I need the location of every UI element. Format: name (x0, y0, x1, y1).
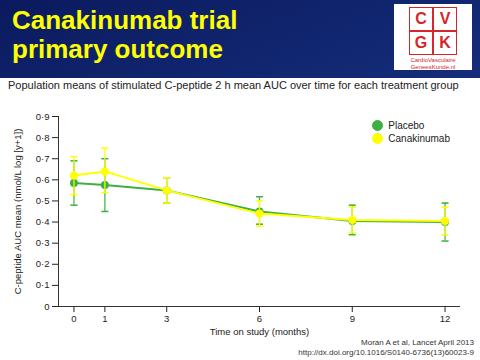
svg-text:0: 0 (44, 301, 49, 312)
svg-text:0·9: 0·9 (36, 111, 50, 122)
svg-text:0·6: 0·6 (36, 174, 50, 185)
html-text:Canakinumab trial primary outc: Canakinumab trial primary outcome (12, 5, 238, 64)
svg-text:C-peptide AUC mean (nmol/L log: C-peptide AUC mean (nmol/L log [y+1]) (12, 129, 23, 295)
svg-text:0·2: 0·2 (36, 258, 50, 269)
svg-text:0·5: 0·5 (36, 195, 50, 206)
svg-text:0: 0 (71, 313, 76, 324)
svg-text:6: 6 (257, 313, 262, 324)
svg-text:0·3: 0·3 (36, 237, 50, 248)
html-text:Canakinumab: Canakinumab (388, 133, 450, 144)
html-text:Moran A et al, Lancet April 20: Moran A et al, Lancet April 2013 (361, 338, 474, 347)
html-text:Population means of stimulated: Population means of stimulated C-peptide… (8, 79, 459, 91)
html-text:C: C (415, 10, 427, 27)
svg-text:9: 9 (350, 313, 355, 324)
svg-text:3: 3 (164, 313, 169, 324)
svg-text:1: 1 (102, 313, 107, 324)
svg-text:0·7: 0·7 (36, 153, 50, 164)
html-text:Placebo: Placebo (388, 120, 425, 131)
svg-text:0·4: 0·4 (36, 216, 50, 227)
svg-text:12: 12 (440, 313, 451, 324)
html-text:K: K (439, 34, 451, 51)
html-text:CardioVasculaire GeneesKunde.n: CardioVasculaire GeneesKunde.nl (410, 57, 456, 70)
svg-text:0·8: 0·8 (36, 132, 50, 143)
html-text:http://dx.doi.org/10.1016/S014: http://dx.doi.org/10.1016/S0140-6736(13)… (298, 348, 474, 357)
svg-text:0·1: 0·1 (36, 279, 50, 290)
svg-text:Time on study (months): Time on study (months) (210, 326, 309, 337)
html-text:V: V (439, 10, 451, 27)
html-text:G: G (414, 34, 428, 51)
